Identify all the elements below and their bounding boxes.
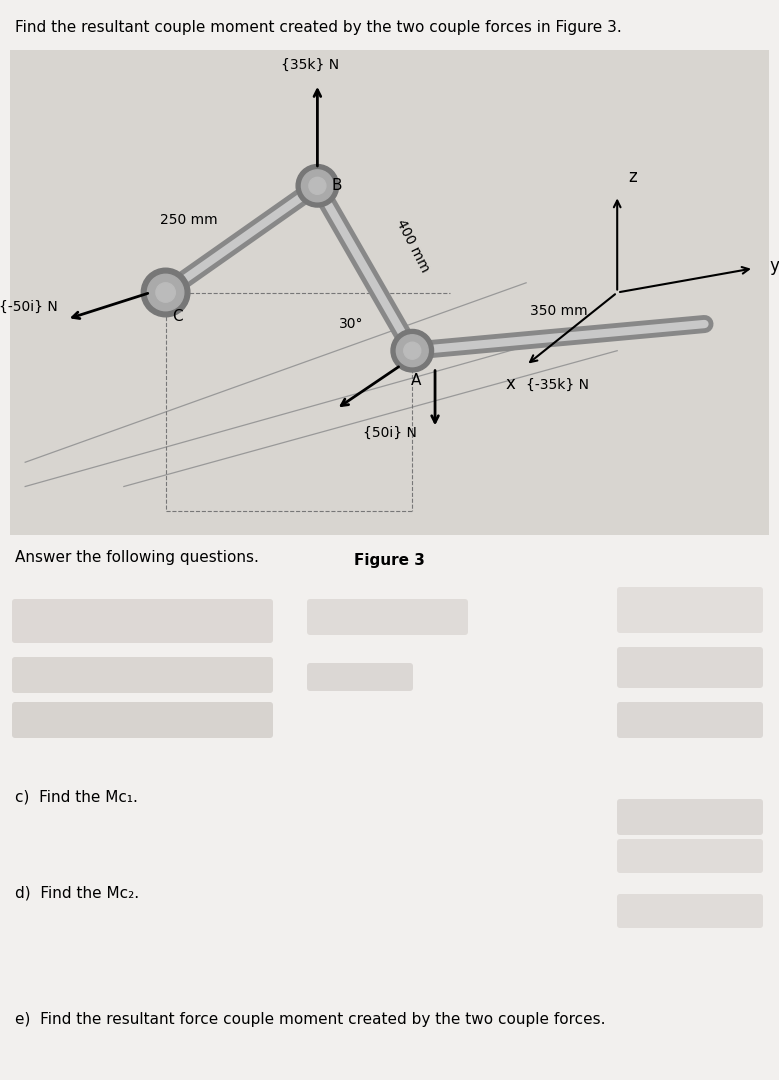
FancyBboxPatch shape: [307, 599, 468, 635]
Text: Answer the following questions.: Answer the following questions.: [15, 550, 259, 565]
Circle shape: [301, 170, 333, 202]
Text: Figure 3: Figure 3: [354, 553, 425, 567]
Text: c)  Find the Mc₁.: c) Find the Mc₁.: [15, 789, 138, 805]
FancyBboxPatch shape: [617, 839, 763, 873]
FancyBboxPatch shape: [617, 799, 763, 835]
Text: C: C: [171, 310, 182, 324]
FancyBboxPatch shape: [617, 647, 763, 688]
Text: {50i} N: {50i} N: [362, 426, 417, 440]
FancyBboxPatch shape: [617, 894, 763, 928]
FancyBboxPatch shape: [617, 588, 763, 633]
Text: x: x: [506, 375, 516, 393]
Text: e)  Find the resultant force couple moment created by the two couple forces.: e) Find the resultant force couple momen…: [15, 1012, 605, 1027]
Text: B: B: [331, 178, 341, 193]
Text: y: y: [769, 257, 779, 274]
FancyBboxPatch shape: [307, 663, 413, 691]
Text: 350 mm: 350 mm: [530, 303, 587, 318]
Text: {35k} N: {35k} N: [280, 58, 339, 72]
Text: A: A: [411, 373, 421, 388]
Circle shape: [309, 177, 326, 194]
Circle shape: [404, 342, 421, 360]
FancyBboxPatch shape: [12, 599, 273, 643]
FancyBboxPatch shape: [10, 50, 769, 535]
Circle shape: [156, 283, 175, 302]
Circle shape: [397, 335, 428, 366]
Text: 250 mm: 250 mm: [160, 213, 217, 227]
Text: {-35k} N: {-35k} N: [526, 378, 589, 392]
Text: d)  Find the Mc₂.: d) Find the Mc₂.: [15, 885, 139, 900]
Text: z: z: [629, 167, 637, 186]
FancyBboxPatch shape: [617, 702, 763, 738]
Circle shape: [147, 274, 184, 311]
Circle shape: [391, 329, 434, 372]
Text: 30°: 30°: [340, 318, 364, 332]
Text: {-50i} N: {-50i} N: [0, 300, 58, 314]
FancyBboxPatch shape: [12, 702, 273, 738]
Circle shape: [141, 268, 190, 316]
Circle shape: [296, 164, 339, 207]
Text: 400 mm: 400 mm: [393, 217, 432, 274]
Text: Find the resultant couple moment created by the two couple forces in Figure 3.: Find the resultant couple moment created…: [15, 21, 622, 35]
FancyBboxPatch shape: [12, 657, 273, 693]
